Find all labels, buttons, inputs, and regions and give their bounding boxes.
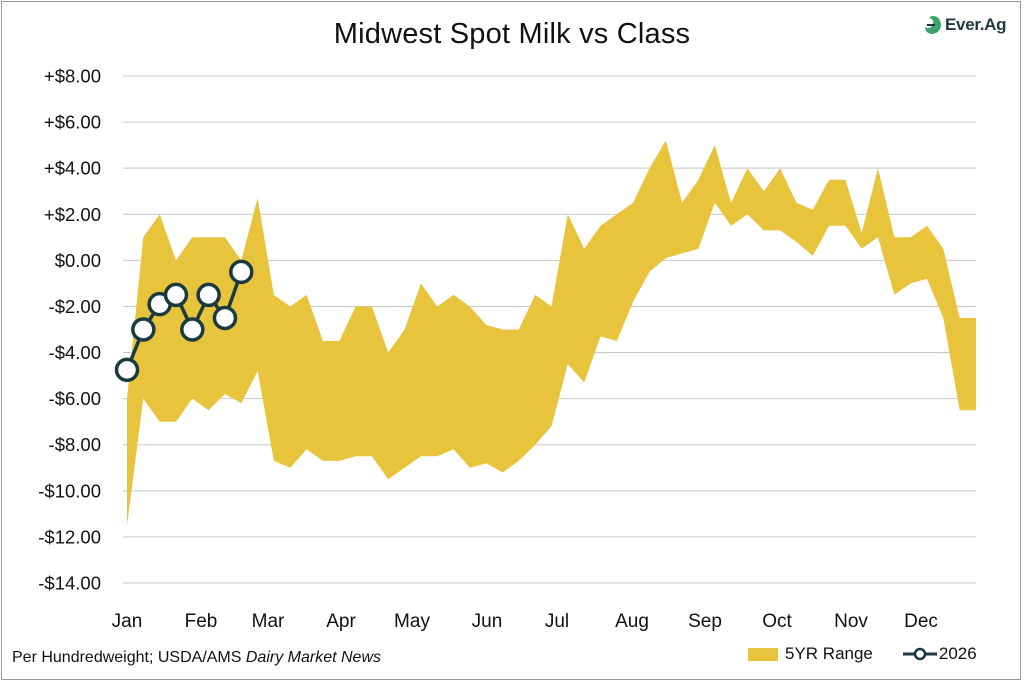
footnote-prefix: Per Hundredweight; USDA/AMS (12, 649, 246, 666)
y-tick-label: +$2.00 (44, 204, 101, 225)
y-tick-label: -$10.00 (38, 480, 101, 501)
x-tick-label: Jul (545, 611, 569, 632)
x-tick-label: Sep (688, 611, 722, 632)
legend-label-line: 2026 (938, 644, 977, 663)
y-axis: +$8.00 +$6.00 +$4.00 +$2.00 $0.00 -$2.00 -$4.0… (38, 66, 101, 594)
band-layer (127, 140, 976, 526)
y-tick-label: +$4.00 (44, 158, 101, 179)
ever-ag-logo-icon (925, 16, 941, 34)
y-tick-label: -$14.00 (38, 573, 101, 594)
y-tick-label: -$8.00 (49, 434, 101, 455)
logo-text: Ever.Ag (945, 15, 1007, 34)
y-tick-label: -$12.00 (38, 526, 101, 547)
x-tick-label: May (394, 611, 430, 632)
y-tick-label: +$8.00 (44, 66, 101, 87)
y-tick-label: -$4.00 (49, 342, 101, 363)
y-tick-label: +$6.00 (44, 112, 101, 133)
x-tick-label: Aug (615, 611, 649, 632)
x-tick-label: Nov (834, 611, 868, 632)
y-tick-label: $0.00 (55, 250, 101, 271)
x-tick-label: Feb (185, 611, 218, 632)
y-tick-label: -$2.00 (49, 296, 101, 317)
x-tick-label: Oct (762, 611, 792, 632)
x-tick-label: Apr (326, 611, 356, 632)
x-axis: Jan Feb Mar Apr May Jun Jul Aug Sep Oct Nov Dec (112, 611, 938, 632)
legend: 5YR Range 2026 (748, 643, 977, 665)
point-2026 (212, 305, 238, 331)
band-area-5yr-range (127, 140, 976, 526)
logo: Ever.Ag (924, 13, 1007, 37)
x-tick-label: Jan (112, 611, 143, 632)
line-layer (114, 259, 254, 383)
chart-title: Midwest Spot Milk vs Class (333, 18, 691, 50)
x-tick-label: Jun (472, 611, 503, 632)
y-tick-label: -$6.00 (49, 388, 101, 409)
point-2026 (180, 317, 205, 342)
x-tick-label: Dec (904, 611, 938, 632)
x-tick-label: Mar (252, 611, 285, 632)
legend-label-band: 5YR Range (785, 644, 873, 663)
legend-swatch-line (902, 647, 937, 661)
footnote-source: Dairy Market News (245, 649, 382, 666)
point-2026 (163, 282, 189, 308)
point-2026 (196, 282, 221, 308)
point-2026 (131, 317, 156, 342)
footnote: Per Hundredweight; USDA/AMS Dairy Market… (12, 649, 381, 667)
point-2026 (114, 357, 140, 383)
point-2026 (229, 259, 254, 285)
legend-swatch-band (748, 647, 778, 661)
